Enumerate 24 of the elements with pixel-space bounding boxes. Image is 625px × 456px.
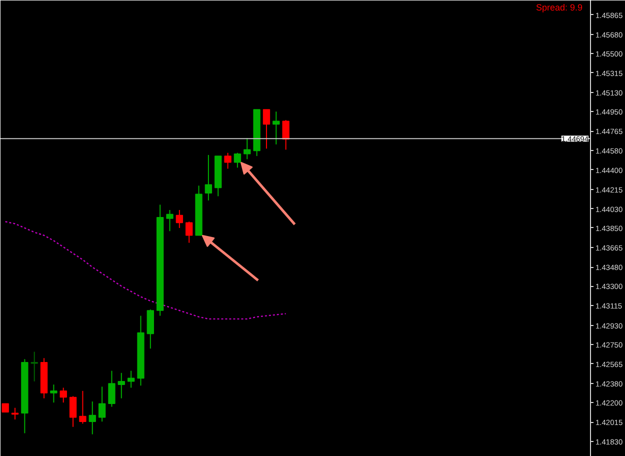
candlestick	[50, 384, 58, 404]
candlestick	[262, 108, 270, 150]
candlestick	[186, 221, 193, 244]
candlestick	[11, 407, 19, 420]
candlestick	[204, 154, 212, 201]
candlestick	[118, 372, 125, 399]
candlestick	[272, 111, 280, 145]
candlestick	[166, 209, 174, 232]
candlestick	[282, 120, 290, 150]
candlestick	[98, 386, 106, 422]
candlestick	[69, 396, 77, 428]
candlestick	[244, 138, 251, 160]
line-series	[4, 221, 286, 320]
candlestick	[88, 400, 96, 435]
candlestick	[127, 370, 135, 388]
candlestick	[234, 152, 242, 168]
candlestick	[30, 351, 38, 382]
candlestick	[224, 152, 232, 170]
candlestick	[176, 209, 184, 228]
candlestick	[108, 370, 116, 408]
candlestick	[79, 390, 86, 424]
candlestick	[60, 387, 67, 404]
annotation: Spread: 9.9	[536, 2, 583, 12]
candlestick	[146, 308, 154, 350]
